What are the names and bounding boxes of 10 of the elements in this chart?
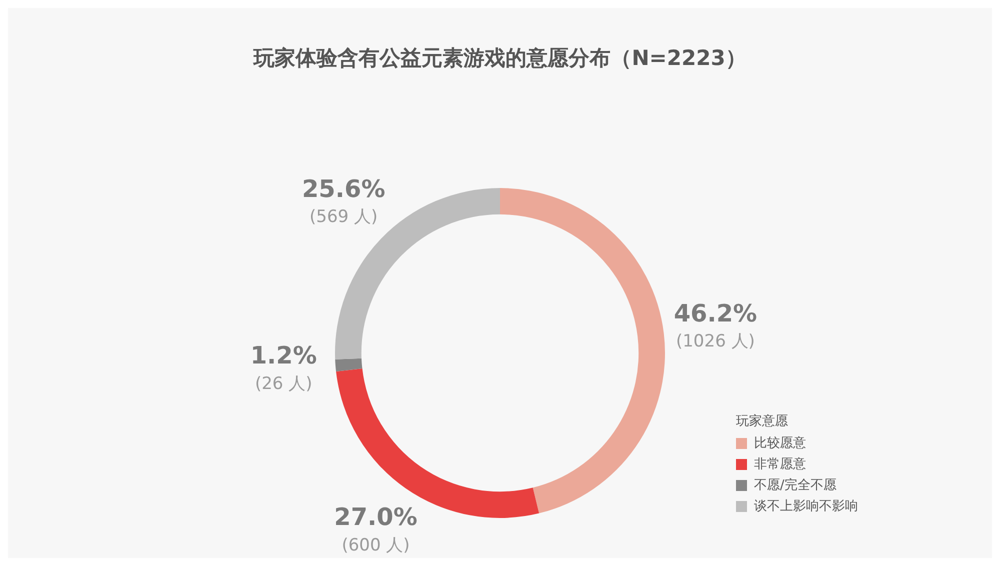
legend-label: 比较愿意 bbox=[754, 435, 806, 452]
legend-title: 玩家意愿 bbox=[736, 413, 789, 430]
data-label: 1.2% (26 人) bbox=[250, 342, 317, 394]
chart-title: 玩家体验含有公益元素游戏的意愿分布（N=2223） bbox=[252, 45, 748, 72]
data-label: 27.0% (600 人) bbox=[334, 503, 418, 556]
data-label: 46.2% (1026 人) bbox=[674, 299, 758, 352]
data-label: 25.6% (569 人) bbox=[302, 174, 386, 227]
legend-label: 不愿/完全不愿 bbox=[754, 477, 836, 494]
legend-label: 非常愿意 bbox=[754, 456, 806, 473]
legend-label: 谈不上影响不影响 bbox=[754, 498, 858, 515]
